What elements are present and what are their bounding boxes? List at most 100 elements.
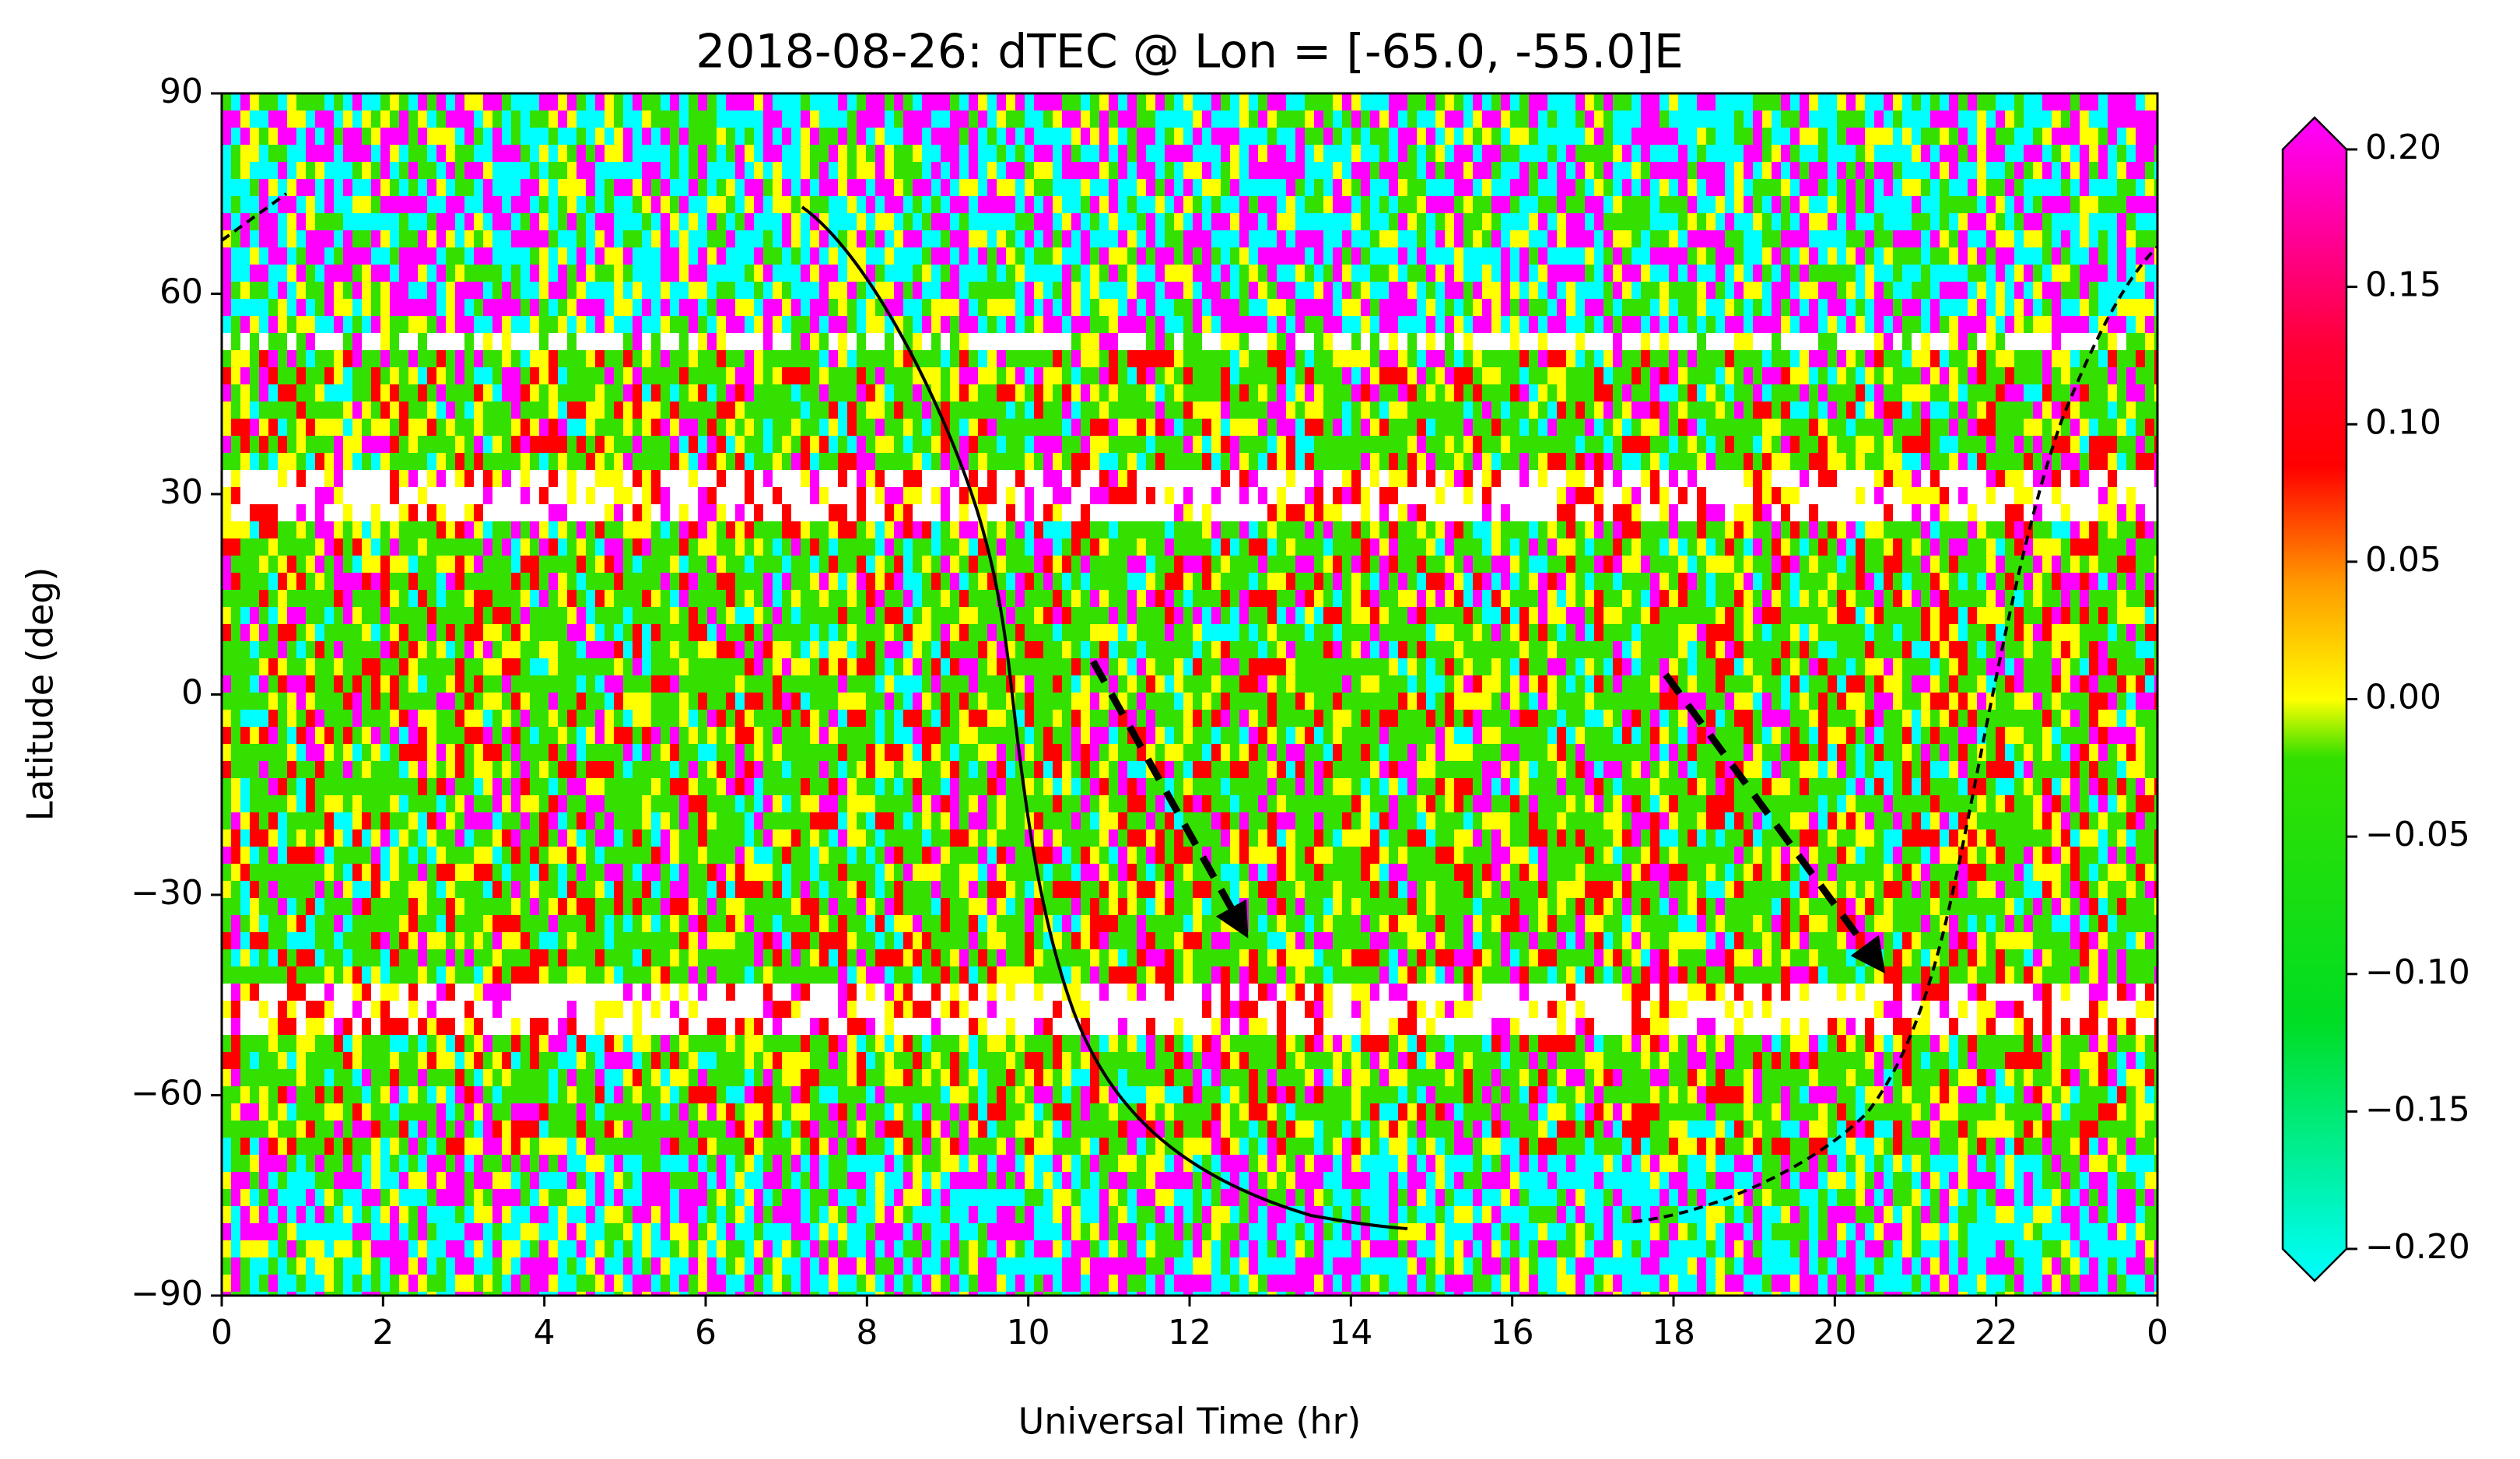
texture-cell: [866, 487, 875, 504]
texture-cell: [371, 333, 380, 350]
texture-cell: [1211, 350, 1221, 367]
texture-cell: [1230, 213, 1239, 230]
texture-cell: [1996, 384, 2005, 402]
texture-cell: [1351, 470, 1361, 487]
texture-cell: [1921, 110, 1930, 128]
texture-cell: [959, 247, 969, 265]
texture-cell: [1688, 436, 1697, 453]
texture-cell: [1818, 110, 1828, 128]
texture-cell: [1603, 265, 1613, 282]
texture-cell: [1968, 419, 1977, 436]
texture-cell: [997, 196, 1006, 213]
texture-cell: [987, 110, 997, 128]
texture-cell: [427, 179, 436, 196]
texture-cell: [1884, 247, 1893, 265]
texture-cell: [2108, 384, 2117, 402]
texture-cell: [1314, 333, 1323, 350]
texture-cell: [698, 145, 707, 162]
texture-cell: [2145, 230, 2154, 247]
texture-cell: [315, 367, 324, 384]
texture-cell: [1361, 265, 1370, 282]
texture-cell: [1174, 316, 1183, 333]
texture-cell: [1996, 316, 2005, 333]
texture-cell: [2089, 213, 2098, 230]
texture-cell: [1818, 316, 1828, 333]
texture-cell: [1323, 299, 1333, 316]
texture-cell: [1912, 196, 1921, 213]
texture-cell: [1921, 316, 1930, 333]
texture-cell: [1958, 487, 1968, 504]
texture-cell: [1482, 419, 1491, 436]
texture-cell: [1407, 436, 1417, 453]
texture-cell: [1333, 282, 1342, 299]
texture-cell: [707, 265, 717, 282]
texture-cell: [2005, 179, 2014, 196]
texture-cell: [530, 436, 539, 453]
texture-cell: [1800, 110, 1809, 128]
texture-cell: [931, 247, 941, 265]
texture-cell: [913, 282, 922, 299]
texture-cell: [857, 350, 866, 367]
texture-cell: [343, 93, 352, 110]
texture-cell: [1146, 402, 1155, 419]
texture-cell: [679, 436, 689, 453]
texture-cell: [2052, 265, 2061, 282]
texture-cell: [885, 247, 894, 265]
texture-cell: [2126, 299, 2136, 316]
texture-cell: [1818, 213, 1828, 230]
texture-cell: [707, 110, 717, 128]
texture-cell: [1491, 247, 1501, 265]
texture-cell: [250, 247, 259, 265]
texture-cell: [474, 470, 483, 487]
texture-cell: [1249, 402, 1258, 419]
texture-cell: [866, 384, 875, 402]
texture-cell: [2052, 128, 2061, 145]
texture-cell: [1146, 367, 1155, 384]
texture-cell: [1463, 487, 1473, 504]
texture-cell: [1762, 196, 1772, 213]
texture-cell: [1361, 367, 1370, 384]
texture-cell: [903, 299, 913, 316]
texture-cell: [296, 367, 306, 384]
texture-cell: [334, 93, 343, 110]
texture-cell: [1314, 350, 1323, 367]
texture-cell: [1603, 196, 1613, 213]
texture-cell: [642, 110, 651, 128]
texture-cell: [1370, 128, 1379, 145]
texture-cell: [352, 367, 362, 384]
texture-cell: [567, 128, 577, 145]
texture-cell: [1557, 453, 1566, 470]
texture-cell: [222, 402, 231, 419]
texture-cell: [838, 93, 847, 110]
texture-cell: [1800, 247, 1809, 265]
texture-cell: [324, 196, 334, 213]
texture-cell: [2080, 316, 2089, 333]
texture-cell: [483, 367, 492, 384]
texture-cell: [296, 402, 306, 419]
texture-cell: [1127, 384, 1137, 402]
texture-cell: [1183, 230, 1193, 247]
texture-cell: [1622, 196, 1632, 213]
texture-cell: [268, 316, 278, 333]
texture-cell: [492, 265, 502, 282]
texture-cell: [1333, 265, 1342, 282]
texture-cell: [698, 265, 707, 282]
texture-cell: [1846, 93, 1856, 110]
texture-cell: [324, 384, 334, 402]
texture-cell: [2052, 384, 2061, 402]
texture-cell: [2005, 299, 2014, 316]
texture-cell: [2005, 282, 2014, 299]
texture-cell: [1650, 419, 1660, 436]
texture-cell: [1342, 196, 1351, 213]
texture-cell: [1865, 179, 1874, 196]
texture-cell: [1986, 213, 1996, 230]
texture-cell: [1305, 402, 1314, 419]
texture-cell: [287, 247, 296, 265]
texture-cell: [1968, 110, 1977, 128]
texture-cell: [1183, 436, 1193, 453]
texture-cell: [1006, 419, 1015, 436]
texture-cell: [1725, 402, 1734, 419]
texture-cell: [922, 316, 931, 333]
texture-cell: [1874, 230, 1884, 247]
texture-cell: [362, 179, 371, 196]
